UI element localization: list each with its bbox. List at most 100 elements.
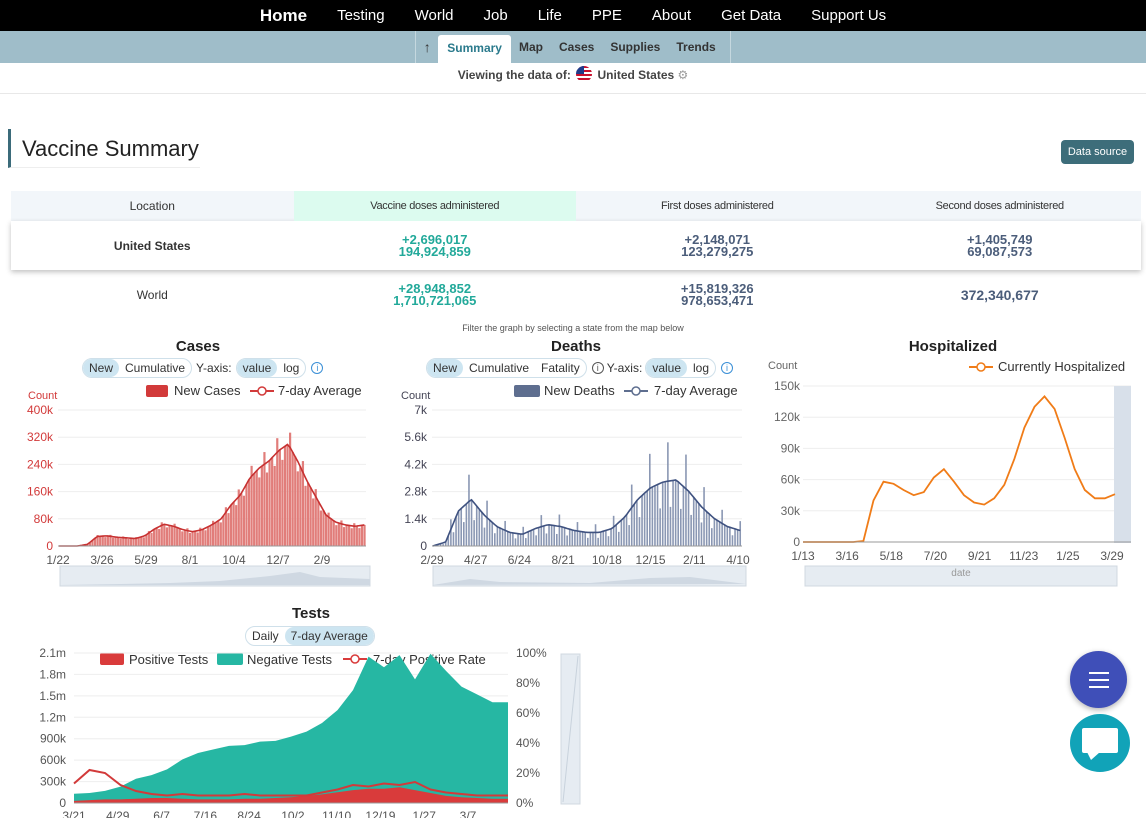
tab-cases[interactable]: Cases: [558, 40, 595, 54]
cases-chart[interactable]: New Cases 7-day Average Count 400k 320k 24…: [10, 380, 380, 590]
table-row[interactable]: World +28,948,852 1,710,721,065 +15,819,…: [11, 270, 1141, 319]
cases-cumulative-toggle[interactable]: Cumulative: [125, 361, 186, 375]
bar: [481, 512, 483, 546]
bar: [530, 530, 532, 546]
bar: [129, 538, 133, 546]
cases-log-toggle[interactable]: log: [283, 361, 300, 375]
info-icon[interactable]: i: [591, 362, 604, 374]
nav-ppe[interactable]: PPE: [591, 7, 622, 24]
bar: [330, 518, 333, 546]
bar: [271, 457, 274, 546]
deaths-log-toggle[interactable]: log: [693, 361, 710, 375]
gear-icon[interactable]: ⚙: [677, 68, 689, 82]
nav-home[interactable]: Home: [259, 5, 308, 25]
row-location: United States: [113, 238, 191, 253]
bar: [597, 537, 599, 546]
nav-get-data[interactable]: Get Data: [721, 7, 782, 24]
hospitalized-chart[interactable]: Currently Hospitalized Count 150k 120k 90k…: [765, 356, 1141, 588]
bar: [111, 537, 115, 546]
cases-new-toggle[interactable]: New: [83, 359, 120, 377]
bar: [314, 489, 317, 546]
menu-button[interactable]: [1070, 651, 1127, 708]
deaths-cumulative-toggle[interactable]: Cumulative: [469, 361, 530, 375]
tests-mode-toggle: Daily 7-day Average: [245, 626, 375, 646]
page-title: Vaccine Summary: [22, 136, 199, 161]
legend-positive-tests: Positive Tests: [129, 652, 209, 667]
nav-world[interactable]: World: [414, 7, 454, 24]
count-label: Count: [28, 390, 57, 402]
tab-map[interactable]: Map: [518, 40, 543, 54]
doses-new: +2,696,017: [402, 231, 468, 247]
info-icon[interactable]: i: [311, 362, 324, 374]
bar: [628, 525, 630, 546]
bar: [455, 516, 457, 546]
tests-average-toggle[interactable]: 7-day Average: [284, 627, 374, 645]
bar: [548, 524, 550, 546]
legend-new-cases: New Cases: [174, 383, 241, 398]
bar: [739, 521, 742, 546]
y-tick-label: 2.1m: [39, 646, 66, 660]
deaths-new-toggle[interactable]: New: [427, 359, 464, 377]
bar: [342, 527, 346, 546]
first-total: 123,279,275: [681, 243, 754, 259]
tests-daily-toggle[interactable]: Daily: [252, 629, 279, 643]
bar: [348, 525, 351, 546]
bar: [196, 532, 199, 546]
bar: [132, 538, 135, 546]
deaths-chart[interactable]: New Deaths 7-day Average Count 7k 5.6k 4.2…: [390, 380, 760, 590]
x-tick-label: 6/7: [153, 809, 170, 818]
bar: [312, 498, 315, 546]
cases-value-toggle[interactable]: value: [236, 359, 278, 377]
bar: [135, 537, 138, 546]
bar: [659, 508, 661, 546]
tab-summary[interactable]: Summary: [438, 35, 511, 63]
bar: [610, 528, 612, 546]
chat-button[interactable]: [1070, 714, 1130, 772]
tests-chart[interactable]: Positive Tests Negative Tests 7-day Posi…: [10, 644, 590, 818]
bar: [250, 465, 253, 546]
bar: [155, 527, 158, 546]
tab-trends[interactable]: Trends: [676, 40, 716, 54]
tab-supplies[interactable]: Supplies: [610, 40, 661, 54]
bar: [643, 493, 646, 546]
header-doses[interactable]: Vaccine doses administered: [293, 191, 576, 221]
nav-life[interactable]: Life: [537, 7, 562, 24]
nav-testing[interactable]: Testing: [337, 7, 385, 24]
bar: [543, 525, 545, 546]
viewing-location[interactable]: United States: [597, 68, 675, 82]
bar: [553, 525, 556, 546]
y-tick-label: 5.6k: [404, 430, 428, 444]
deaths-value-toggle[interactable]: value: [646, 359, 687, 377]
x-tick-label: 3/26: [90, 553, 114, 567]
deaths-fatality-toggle[interactable]: Fatality: [541, 361, 580, 375]
table-row[interactable]: United States +2,696,017 194,924,859 +2,…: [11, 221, 1141, 270]
legend-7-day-average: 7-day Average: [278, 383, 362, 398]
data-source-button[interactable]: Data source: [1061, 140, 1134, 164]
bar: [309, 487, 312, 546]
x-tick-label: 11/10: [322, 809, 351, 818]
bar: [532, 529, 535, 546]
y-tick-label: 0: [793, 535, 800, 549]
nav-job[interactable]: Job: [483, 7, 508, 24]
header-second-doses[interactable]: Second doses administered: [935, 200, 1065, 212]
bar: [158, 528, 161, 546]
header-location[interactable]: Location: [129, 199, 175, 213]
hospitalized-title: Hospitalized: [908, 338, 998, 355]
y-tick-label: 900k: [40, 732, 67, 746]
bar: [294, 456, 297, 546]
arrow-up-icon[interactable]: ↑: [423, 39, 431, 55]
nav-support-us[interactable]: Support Us: [811, 7, 887, 24]
bar: [473, 520, 475, 546]
nav-about[interactable]: About: [651, 7, 692, 24]
bar: [460, 508, 463, 546]
bar: [168, 525, 171, 546]
header-first-doses[interactable]: First doses administered: [660, 200, 774, 212]
bar: [501, 529, 504, 546]
bar: [206, 526, 210, 546]
info-icon[interactable]: i: [721, 362, 734, 374]
bar: [263, 452, 266, 546]
bar: [499, 527, 501, 546]
bar: [278, 449, 281, 546]
bar: [109, 534, 112, 546]
bar: [504, 520, 506, 546]
